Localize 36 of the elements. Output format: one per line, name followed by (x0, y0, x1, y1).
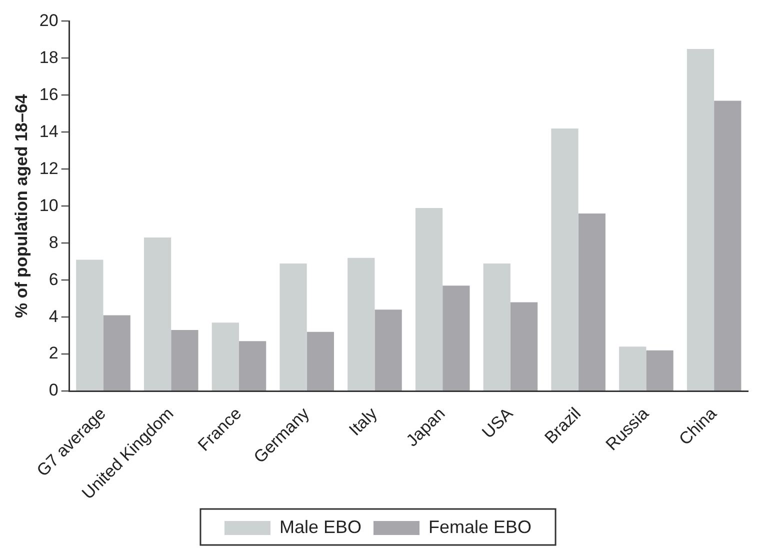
bar (374, 310, 402, 391)
bar (103, 315, 130, 391)
y-tick-label: 0 (48, 380, 58, 400)
bar (212, 322, 239, 391)
y-tick-label: 14 (39, 122, 58, 141)
bar (238, 341, 266, 391)
bar (714, 100, 742, 391)
bar (306, 332, 334, 391)
legend-label: Male EBO (279, 516, 362, 537)
y-tick-label: 4 (48, 306, 58, 326)
legend-label: Female EBO (428, 516, 532, 537)
bar (348, 258, 375, 391)
bar (510, 302, 538, 391)
y-tick-label: 8 (48, 232, 58, 252)
bar (483, 263, 510, 391)
bar (551, 128, 578, 391)
x-tick-label: USA (478, 404, 518, 442)
y-tick-label: 10 (39, 196, 58, 215)
bar (646, 350, 674, 391)
bar (442, 286, 470, 391)
y-tick-label: 6 (48, 270, 58, 289)
bar (619, 346, 646, 391)
bar (144, 238, 172, 391)
bar (280, 263, 307, 391)
bar (415, 208, 443, 391)
x-tick-label: Italy (345, 404, 382, 440)
bar (578, 214, 606, 391)
y-tick-label: 18 (39, 48, 58, 67)
y-tick-label: 16 (39, 84, 58, 104)
y-tick-label: 12 (39, 158, 58, 178)
y-tick-label: 2 (48, 344, 58, 363)
bar (171, 330, 198, 391)
bar (76, 260, 104, 391)
y-tick-label: 20 (39, 10, 58, 30)
bar (686, 48, 714, 391)
y-axis-title: % of population aged 18–64 (12, 94, 31, 318)
